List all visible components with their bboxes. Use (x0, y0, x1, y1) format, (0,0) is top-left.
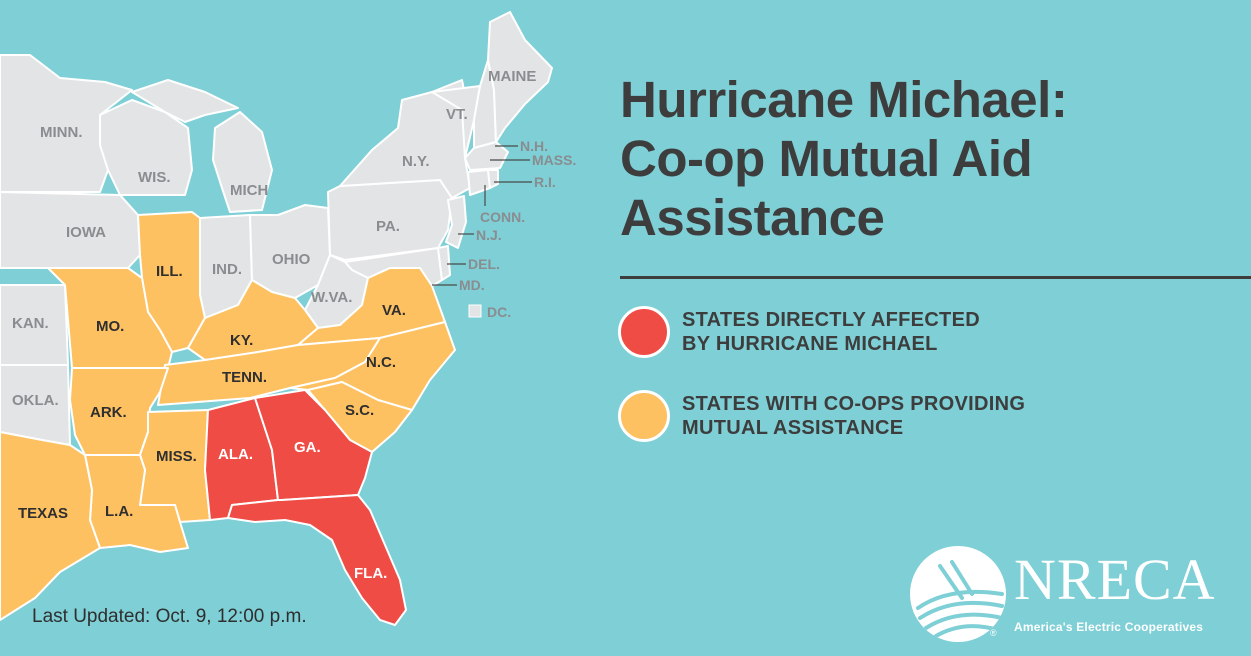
label-ala: ALA. (218, 446, 253, 463)
title-line-1: Hurricane Michael: (620, 71, 1068, 128)
legend-assisting-line-2: MUTUAL ASSISTANCE (682, 417, 904, 439)
state-mich (212, 111, 273, 213)
state-wis (99, 99, 193, 196)
label-nh: N.H. (520, 138, 548, 154)
nreca-wordmark: NRECA (1014, 547, 1216, 612)
label-conn: CONN. (480, 209, 525, 225)
legend-item-assisting: STATES WITH CO-OPS PROVIDING MUTUAL ASSI… (618, 390, 1025, 442)
legend-item-affected: STATES DIRECTLY AFFECTED BY HURRICANE MI… (618, 306, 980, 358)
label-del: DEL. (468, 256, 500, 272)
label-miss: MISS. (156, 448, 197, 465)
label-kan: KAN. (12, 315, 49, 332)
legend-label-affected: STATES DIRECTLY AFFECTED BY HURRICANE MI… (682, 308, 980, 356)
label-sc: S.C. (345, 402, 374, 419)
label-nj: N.J. (476, 227, 502, 243)
state-del (437, 245, 451, 281)
label-wis: WIS. (138, 169, 171, 186)
state-nj (445, 195, 467, 249)
page-title: Hurricane Michael: Co-op Mutual Aid Assi… (620, 70, 1068, 247)
label-ohio: OHIO (272, 251, 311, 268)
label-md: MD. (459, 277, 485, 293)
label-ga: GA. (294, 439, 321, 456)
label-minn: MINN. (40, 124, 83, 141)
label-vt: VT. (446, 106, 468, 123)
label-okla: OKLA. (12, 392, 59, 409)
state-conn (467, 169, 491, 196)
dc-marker (468, 304, 482, 318)
state-maine (487, 11, 553, 143)
title-divider (620, 276, 1251, 279)
label-pa: PA. (376, 218, 400, 235)
label-wva: W.VA. (311, 289, 352, 306)
state-ga (254, 389, 373, 501)
label-maine: MAINE (488, 68, 536, 85)
legend-assisting-line-1: STATES WITH CO-OPS PROVIDING (682, 393, 1026, 415)
state-fla (227, 494, 407, 626)
label-tenn: TENN. (222, 369, 267, 386)
label-dc: DC. (487, 304, 511, 320)
label-va: VA. (382, 302, 406, 319)
state-vt (431, 85, 481, 159)
last-updated-text: Last Updated: Oct. 9, 12:00 p.m. (32, 606, 307, 627)
label-la: L.A. (105, 503, 133, 520)
label-iowa: IOWA (66, 224, 106, 241)
nreca-tagline: America's Electric Cooperatives (1014, 620, 1204, 634)
eastern-us-map: MINN. WIS. MICH IOWA ILL. IND. OHIO PA. … (0, 11, 576, 626)
legend-affected-line-2: BY HURRICANE MICHAEL (682, 333, 938, 355)
state-mo (47, 267, 173, 369)
legend-swatch-assisting (618, 390, 670, 442)
state-texas (0, 431, 101, 621)
label-ny: N.Y. (402, 153, 430, 170)
label-ind: IND. (212, 261, 242, 278)
title-line-3: Assistance (620, 189, 885, 246)
nreca-logo: NRECA America's Electric Cooperatives ® (910, 542, 1230, 642)
nreca-logo-mark-icon (910, 546, 1006, 642)
label-mo: MO. (96, 318, 124, 335)
registered-mark: ® (990, 628, 997, 638)
legend-swatch-affected (618, 306, 670, 358)
label-texas: TEXAS (18, 505, 68, 522)
state-mich-upper (131, 79, 239, 123)
label-mass: MASS. (532, 152, 576, 168)
title-line-2: Co-op Mutual Aid (620, 130, 1033, 187)
state-ri (487, 169, 499, 189)
label-ri: R.I. (534, 174, 556, 190)
label-nc: N.C. (366, 354, 396, 371)
label-mich: MICH (230, 182, 268, 199)
legend-label-assisting: STATES WITH CO-OPS PROVIDING MUTUAL ASSI… (682, 392, 1025, 440)
label-ky: KY. (230, 332, 253, 349)
state-mass (464, 141, 509, 171)
legend-affected-line-1: STATES DIRECTLY AFFECTED (682, 309, 980, 331)
label-fla: FLA. (354, 565, 387, 582)
state-leader-lines (432, 145, 532, 286)
state-ill (137, 211, 206, 353)
label-ill: ILL. (156, 263, 183, 280)
label-ark: ARK. (90, 404, 127, 421)
